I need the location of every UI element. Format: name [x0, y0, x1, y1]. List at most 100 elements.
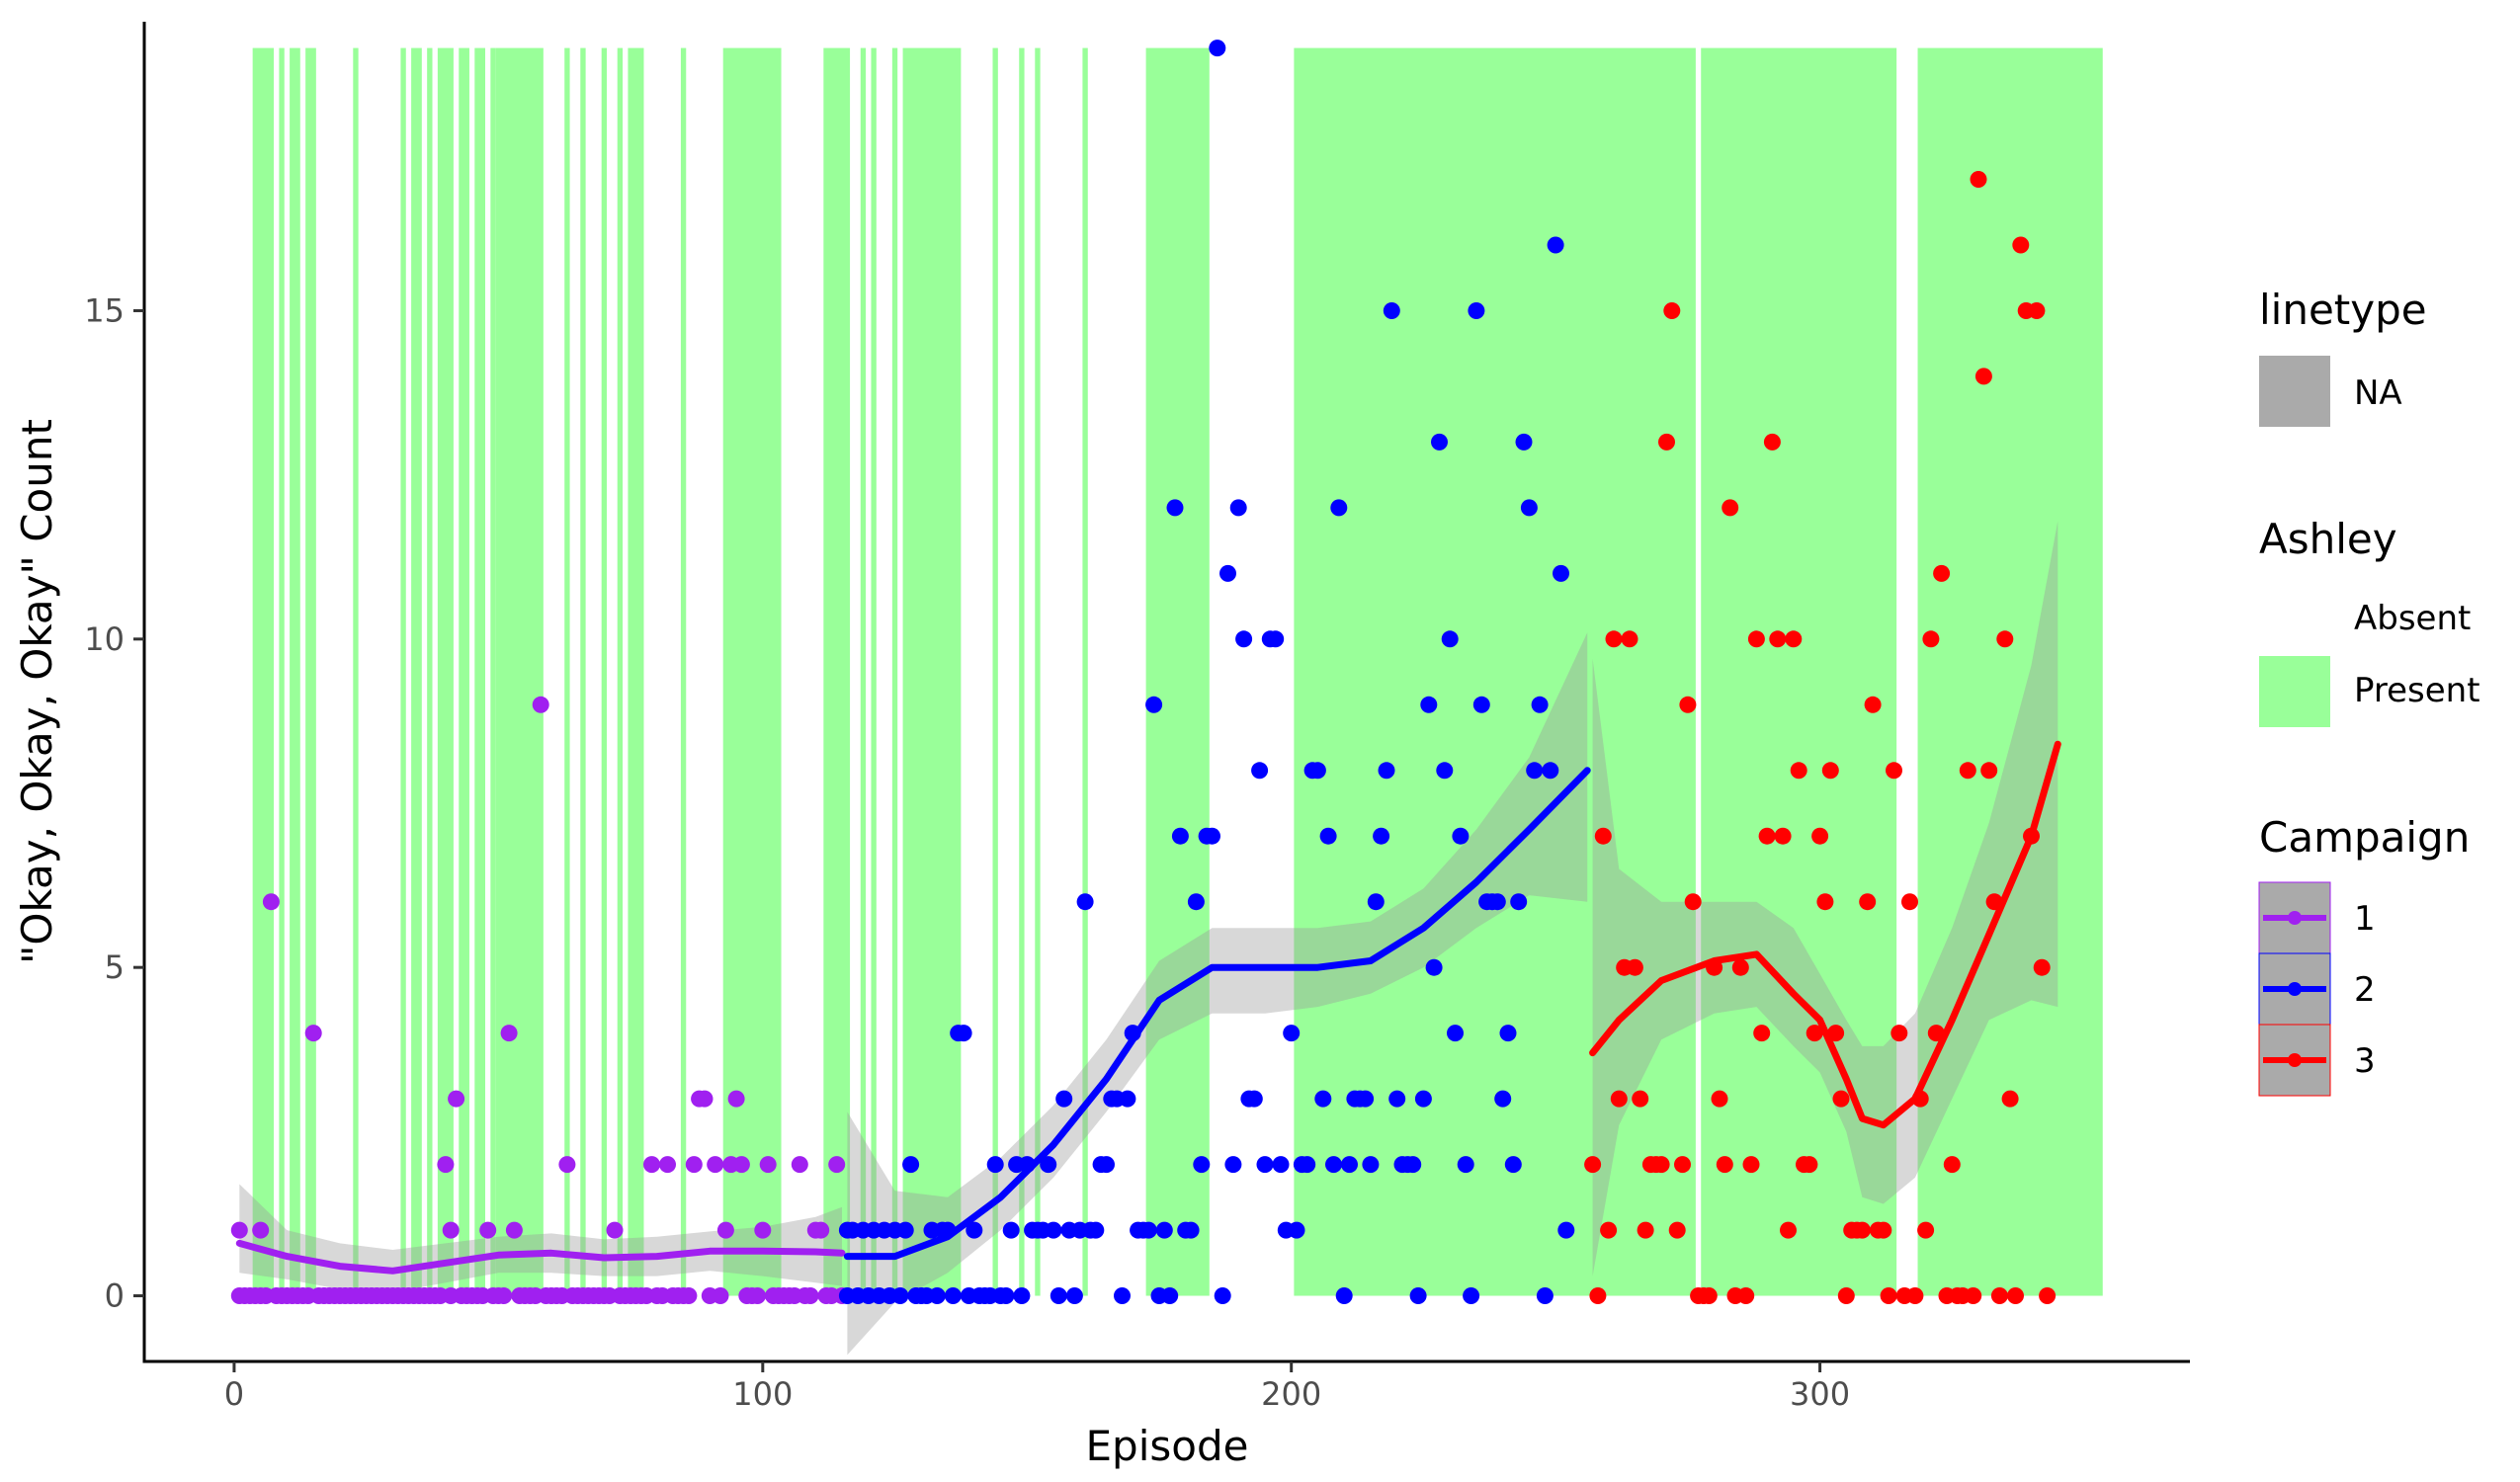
point-campaign-3: [1716, 1156, 1733, 1174]
ashley-present-band: [564, 47, 570, 1296]
point-campaign-2: [1457, 1156, 1474, 1174]
point-campaign-3: [1801, 1156, 1818, 1174]
point-campaign-3: [1747, 630, 1765, 648]
point-campaign-1: [716, 1221, 734, 1239]
point-campaign-1: [643, 1156, 660, 1174]
point-campaign-2: [1098, 1156, 1115, 1174]
point-campaign-2: [1209, 40, 1226, 57]
point-campaign-2: [891, 1287, 909, 1304]
point-campaign-3: [1658, 433, 1675, 451]
point-campaign-1: [437, 1156, 455, 1174]
point-campaign-2: [955, 1025, 972, 1042]
point-campaign-1: [500, 1025, 518, 1042]
point-campaign-2: [1325, 1156, 1342, 1174]
point-campaign-2: [1420, 696, 1438, 713]
point-campaign-3: [1933, 564, 1951, 582]
x-tick-label: 200: [1261, 1375, 1321, 1413]
point-campaign-2: [1357, 1090, 1375, 1108]
point-campaign-2: [1171, 827, 1189, 845]
ashley-present-band: [1917, 47, 2103, 1296]
smooth-line-2: [843, 767, 1591, 1261]
ashley-present-band: [1145, 47, 1210, 1296]
point-campaign-1: [801, 1287, 819, 1304]
point-campaign-3: [1859, 893, 1877, 911]
legend-campaign-1-key: [2258, 881, 2331, 954]
y-tick-label: 5: [105, 948, 125, 986]
axes: 0 100 200 300 0 5 10 15: [84, 22, 2190, 1413]
point-campaign-2: [1256, 1156, 1274, 1174]
legend-linetype-key: [2259, 356, 2330, 427]
point-campaign-2: [1341, 1156, 1358, 1174]
ashley-present-band: [437, 47, 454, 1296]
point-campaign-3: [1774, 827, 1792, 845]
point-campaign-2: [1267, 630, 1285, 648]
point-campaign-2: [1235, 630, 1253, 648]
point-campaign-1: [442, 1221, 460, 1239]
point-campaign-2: [1504, 1156, 1522, 1174]
point-campaign-2: [1251, 762, 1269, 780]
ashley-present-band: [871, 47, 877, 1296]
point-campaign-2: [1161, 1287, 1179, 1304]
point-campaign-1: [828, 1156, 846, 1174]
y-axis-title: "Okay, Okay, Okay" Count: [13, 419, 61, 964]
point-campaign-3: [2001, 1090, 2019, 1108]
point-campaign-1: [448, 1090, 465, 1108]
x-tick-label: 100: [732, 1375, 793, 1413]
point-campaign-2: [1542, 762, 1559, 780]
point-campaign-2: [1330, 499, 1348, 517]
point-campaign-1: [532, 696, 549, 713]
legend-campaign-3-key: [2258, 1024, 2331, 1097]
point-campaign-3: [1901, 893, 1918, 911]
point-campaign-2: [997, 1287, 1015, 1304]
ashley-present-band: [400, 47, 406, 1296]
data-points: [230, 40, 2057, 1304]
point-campaign-1: [749, 1287, 766, 1304]
point-campaign-2: [1314, 1090, 1332, 1108]
point-campaign-3: [1674, 1156, 1691, 1174]
point-campaign-2: [1229, 499, 1247, 517]
point-campaign-2: [1383, 302, 1400, 319]
legend-linetype-title: linetype: [2259, 286, 2427, 334]
ashley-present-band: [305, 47, 316, 1296]
point-campaign-3: [1584, 1156, 1602, 1174]
point-campaign-1: [262, 893, 280, 911]
point-campaign-1: [495, 1287, 513, 1304]
point-campaign-3: [1980, 762, 1998, 780]
point-campaign-3: [1837, 1287, 1855, 1304]
point-campaign-3: [1959, 762, 1976, 780]
point-campaign-1: [791, 1156, 808, 1174]
point-campaign-1: [812, 1221, 830, 1239]
point-campaign-1: [712, 1287, 729, 1304]
x-tick-label: 300: [1790, 1375, 1850, 1413]
point-campaign-2: [1436, 762, 1454, 780]
point-campaign-3: [1880, 1287, 1897, 1304]
point-campaign-2: [1388, 1090, 1406, 1108]
point-campaign-2: [1219, 564, 1236, 582]
point-campaign-2: [1373, 827, 1390, 845]
point-campaign-2: [1441, 630, 1459, 648]
point-campaign-2: [1362, 1156, 1380, 1174]
point-campaign-3: [1853, 1221, 1871, 1239]
ashley-present-band: [902, 47, 962, 1296]
point-campaign-1: [707, 1156, 724, 1174]
legend-ashley-absent-key: [2259, 585, 2330, 656]
point-campaign-2: [1308, 762, 1326, 780]
point-campaign-1: [727, 1090, 745, 1108]
ashley-presence-bands: [252, 47, 2103, 1296]
point-campaign-2: [1013, 1287, 1031, 1304]
point-campaign-3: [1722, 499, 1739, 517]
ashley-present-band: [427, 47, 433, 1296]
y-tick-label: 0: [105, 1277, 125, 1315]
point-campaign-1: [606, 1221, 624, 1239]
legend-ashley-present-key: [2259, 656, 2330, 727]
point-campaign-3: [2028, 302, 2046, 319]
confidence-bands: [239, 521, 2058, 1356]
ashley-present-band: [1082, 47, 1088, 1296]
point-campaign-3: [1589, 1287, 1607, 1304]
point-campaign-3: [1742, 1156, 1760, 1174]
point-campaign-2: [1055, 1090, 1073, 1108]
x-tick-label: 0: [224, 1375, 244, 1413]
point-campaign-2: [966, 1221, 983, 1239]
point-campaign-3: [2033, 958, 2051, 976]
